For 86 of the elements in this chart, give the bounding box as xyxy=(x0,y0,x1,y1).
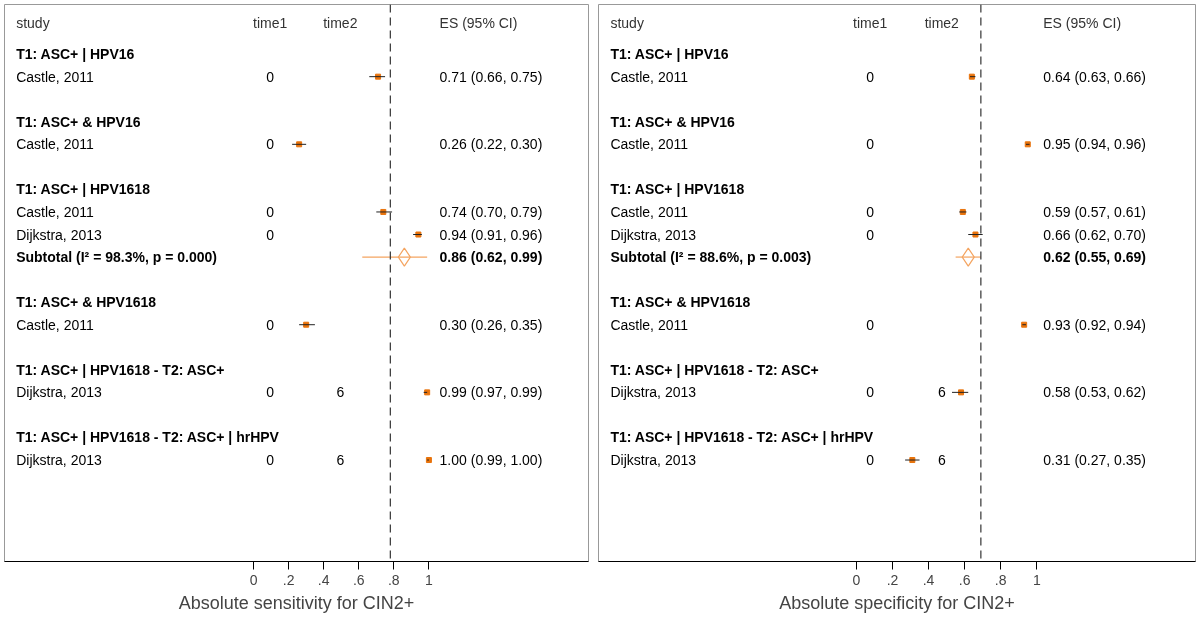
text: study xyxy=(16,14,50,31)
annotation: 0.58 (0.53, 0.62) xyxy=(1043,384,1147,401)
annotation: 0 xyxy=(866,136,875,153)
category-label: Castle, 2011 xyxy=(610,68,689,85)
category-label: Dijkstra, 2013 xyxy=(610,226,697,243)
point xyxy=(397,247,411,267)
x-tick-label: .6 xyxy=(958,571,971,588)
annotation: 0 xyxy=(866,203,875,220)
annotation: 6 xyxy=(937,384,946,401)
annotation: 0.31 (0.27, 0.35) xyxy=(1043,452,1147,469)
annotation: 0.62 (0.55, 0.69) xyxy=(1043,249,1147,266)
category-label: Castle, 2011 xyxy=(16,203,94,220)
annotation: 0 xyxy=(266,203,275,220)
annotation: 0.86 (0.62, 0.99) xyxy=(439,249,543,266)
text: time2 xyxy=(924,14,960,31)
annotation: 0 xyxy=(266,452,275,469)
annotation: 0.59 (0.57, 0.61) xyxy=(1043,203,1147,220)
x-axis-title: Absolute sensitivity for CIN2+ xyxy=(178,592,415,613)
annotation: 6 xyxy=(336,384,345,401)
annotation: 0.94 (0.91, 0.96) xyxy=(439,226,543,243)
category-label: T1: ASC+ & HPV1618 xyxy=(16,294,157,311)
annotation: 0 xyxy=(266,68,275,85)
annotation: 0 xyxy=(866,452,875,469)
annotation: 0.26 (0.22, 0.30) xyxy=(439,136,543,153)
category-label: T1: ASC+ | HPV16 xyxy=(610,46,729,63)
annotation: 0.64 (0.63, 0.66) xyxy=(1043,68,1147,85)
category-label: Castle, 2011 xyxy=(16,316,94,333)
category-label: Castle, 2011 xyxy=(610,136,689,153)
category-label: Dijkstra, 2013 xyxy=(610,384,697,401)
text: time2 xyxy=(323,14,358,31)
category-label: T1: ASC+ | HPV1618 - T2: ASC+ xyxy=(16,361,225,378)
category-label: T1: ASC+ | HPV1618 xyxy=(610,181,745,198)
category-label: T1: ASC+ | HPV1618 xyxy=(16,181,150,198)
category-label: T1: ASC+ & HPV1618 xyxy=(610,294,751,311)
text: time1 xyxy=(853,14,888,31)
category-label: Castle, 2011 xyxy=(610,203,689,220)
x-axis-title: Absolute specificity for CIN2+ xyxy=(779,592,1015,613)
x-tick-label: 0 xyxy=(852,571,861,588)
x-tick-label: .8 xyxy=(994,571,1007,588)
annotation: 0 xyxy=(266,384,275,401)
category-label: Dijkstra, 2013 xyxy=(16,226,102,243)
annotation: 0 xyxy=(866,226,875,243)
category-label: Dijkstra, 2013 xyxy=(16,452,102,469)
annotation: 0 xyxy=(266,136,275,153)
category-label: T1: ASC+ & HPV16 xyxy=(16,113,141,130)
point xyxy=(961,247,975,267)
category-label: Subtotal (I² = 88.6%, p = 0.003) xyxy=(610,249,812,266)
category-label: T1: ASC+ & HPV16 xyxy=(610,113,735,130)
text: time1 xyxy=(253,14,288,31)
annotation: 1.00 (0.99, 1.00) xyxy=(439,452,543,469)
annotation: 0.71 (0.66, 0.75) xyxy=(439,68,543,85)
annotation: 0 xyxy=(866,384,875,401)
annotation: 0.99 (0.97, 0.99) xyxy=(439,384,543,401)
annotation: 0.95 (0.94, 0.96) xyxy=(1043,136,1147,153)
category-label: Castle, 2011 xyxy=(610,316,689,333)
text: study xyxy=(610,14,644,31)
category-label: Subtotal (I² = 98.3%, p = 0.000) xyxy=(16,249,217,266)
text: ES (95% CI) xyxy=(439,14,518,31)
category-label: Dijkstra, 2013 xyxy=(610,452,697,469)
x-tick-label: .8 xyxy=(388,571,400,588)
annotation: 0.74 (0.70, 0.79) xyxy=(439,203,543,220)
category-label: T1: ASC+ | HPV1618 - T2: ASC+ | hrHPV xyxy=(610,429,874,446)
x-tick-label: .4 xyxy=(317,571,330,588)
x-tick-label: 1 xyxy=(1032,571,1041,588)
annotation: 0 xyxy=(866,68,875,85)
annotation: 0.30 (0.26, 0.35) xyxy=(439,316,543,333)
category-label: T1: ASC+ | HPV16 xyxy=(16,46,135,63)
annotation: 6 xyxy=(937,452,946,469)
x-tick-label: 0 xyxy=(249,571,258,588)
annotation: 0 xyxy=(266,316,275,333)
x-tick-label: .2 xyxy=(282,571,295,588)
category-label: T1: ASC+ | HPV1618 - T2: ASC+ xyxy=(610,361,819,378)
annotation: 0.66 (0.62, 0.70) xyxy=(1043,226,1147,243)
category-label: T1: ASC+ | HPV1618 - T2: ASC+ | hrHPV xyxy=(16,429,279,446)
x-tick-label: .6 xyxy=(352,571,365,588)
annotation: 6 xyxy=(336,452,345,469)
annotation: 0 xyxy=(266,226,275,243)
category-label: Dijkstra, 2013 xyxy=(16,384,102,401)
annotation: 0.93 (0.92, 0.94) xyxy=(1043,316,1147,333)
category-label: Castle, 2011 xyxy=(16,136,94,153)
x-tick-label: 1 xyxy=(425,571,434,588)
x-tick-label: .4 xyxy=(922,571,935,588)
annotation: 0 xyxy=(866,316,875,333)
category-label: Castle, 2011 xyxy=(16,68,94,85)
x-tick-label: .2 xyxy=(886,571,899,588)
text: ES (95% CI) xyxy=(1043,14,1122,31)
